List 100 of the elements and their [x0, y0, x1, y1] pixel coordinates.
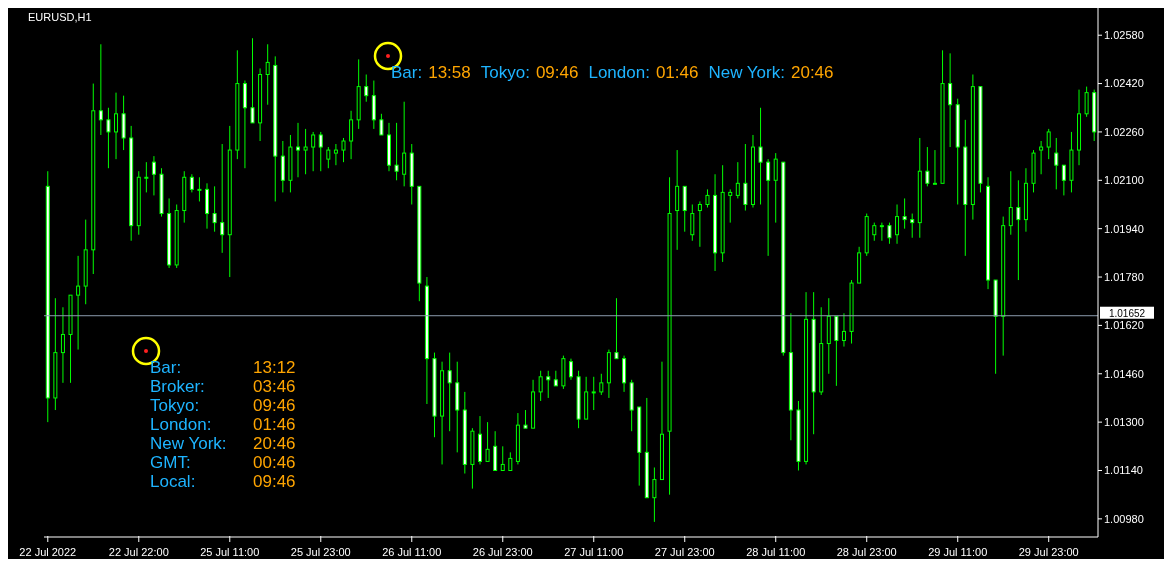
candlestick	[644, 397, 649, 499]
candlestick	[349, 110, 354, 160]
candlestick	[622, 355, 627, 393]
candlestick	[409, 143, 414, 205]
x-tick-label: 27 Jul 11:00	[564, 546, 624, 558]
candlestick	[364, 74, 369, 103]
annotation: 13:58	[428, 63, 471, 83]
annotation: New York:	[150, 434, 228, 453]
candlestick	[455, 361, 460, 453]
ref-line-label: 1.01652	[1108, 307, 1146, 319]
candlestick	[296, 122, 301, 178]
annotation: 01:46	[253, 415, 296, 434]
candlestick	[750, 134, 755, 209]
candlestick	[659, 361, 664, 481]
candlestick	[60, 306, 65, 384]
x-tick-label: 25 Jul 11:00	[200, 546, 260, 558]
candlestick	[788, 312, 793, 441]
candlestick	[690, 203, 695, 242]
y-tick-label: 1.01780	[1104, 270, 1144, 283]
chart-title: EURUSD,H1	[28, 11, 92, 23]
annotation: 09:46	[253, 396, 296, 415]
annotation: Tokyo:	[480, 63, 530, 83]
candlestick	[68, 294, 73, 384]
y-tick-label: 1.01940	[1104, 222, 1144, 235]
annotation: 13:12	[253, 358, 296, 377]
x-tick-label: 29 Jul 23:00	[1018, 546, 1079, 558]
candlestick	[743, 143, 748, 212]
annotation: 09:46	[253, 472, 296, 491]
x-tick-label: 22 Jul 2022	[19, 546, 77, 558]
candlestick	[440, 361, 445, 465]
candlestick	[303, 128, 308, 175]
candlestick	[925, 146, 930, 187]
candlestick	[629, 379, 634, 432]
candlestick	[819, 306, 824, 396]
candlestick	[735, 161, 740, 199]
candlestick	[106, 107, 111, 169]
candlestick	[705, 188, 710, 209]
candlestick	[242, 80, 247, 169]
candlestick	[895, 203, 900, 245]
x-tick-label: 25 Jul 23:00	[290, 546, 351, 558]
candlestick	[675, 149, 680, 251]
candlestick	[720, 164, 725, 263]
candlestick	[568, 358, 573, 381]
candlestick	[826, 297, 831, 375]
candlestick	[508, 451, 513, 471]
candlestick	[470, 427, 475, 490]
candlestick	[1008, 170, 1013, 236]
candlestick	[182, 170, 187, 224]
candlestick	[258, 67, 263, 142]
candlestick	[220, 143, 225, 254]
candlestick	[250, 37, 255, 124]
candlestick	[523, 409, 528, 429]
candlestick	[986, 176, 991, 290]
candlestick	[697, 200, 702, 248]
candlestick	[273, 55, 278, 202]
annotation: 20:46	[790, 63, 834, 83]
candlestick	[76, 255, 81, 351]
candlestick	[394, 122, 399, 181]
candlestick	[766, 158, 771, 257]
candlestick	[280, 140, 285, 193]
x-tick-label: 26 Jul 23:00	[472, 546, 533, 558]
candlestick	[606, 349, 611, 399]
candlestick	[834, 315, 839, 387]
candlestick	[167, 197, 172, 269]
candlestick	[917, 137, 922, 239]
candlestick	[758, 107, 763, 205]
candlestick	[493, 430, 498, 471]
candlestick	[910, 213, 915, 239]
candlestick	[447, 352, 452, 432]
y-tick-label: 1.02420	[1104, 77, 1144, 90]
candlestick	[781, 161, 786, 357]
candlestick	[1069, 131, 1074, 193]
annotation: New York:	[708, 63, 785, 83]
candlestick	[227, 125, 232, 278]
candlestick	[311, 131, 316, 172]
candlestick	[1054, 137, 1059, 190]
y-tick-label: 1.02580	[1104, 29, 1144, 42]
x-tick-label: 29 Jul 11:00	[928, 546, 988, 558]
candlestick	[811, 291, 816, 435]
candlestick	[402, 101, 407, 187]
candlestick	[424, 276, 429, 405]
annotation: Bar:	[391, 63, 423, 83]
candlestick	[1039, 140, 1044, 175]
candlestick	[773, 152, 778, 224]
candlestick	[584, 376, 589, 420]
candlestick	[83, 219, 88, 305]
annotation: GMT:	[150, 453, 192, 472]
candlestick	[318, 131, 323, 172]
x-tick-label: 28 Jul 11:00	[746, 546, 806, 558]
candlestick	[591, 376, 596, 411]
candlestick	[45, 170, 50, 423]
candlestick	[652, 466, 657, 523]
candlestick	[637, 406, 642, 487]
candlestick	[432, 352, 437, 438]
candlestick	[205, 182, 210, 230]
candlestick	[857, 246, 862, 284]
y-tick-label: 1.01460	[1104, 367, 1144, 380]
candlestick	[265, 43, 270, 106]
candlestick	[1001, 216, 1006, 357]
candlestick	[728, 188, 733, 224]
